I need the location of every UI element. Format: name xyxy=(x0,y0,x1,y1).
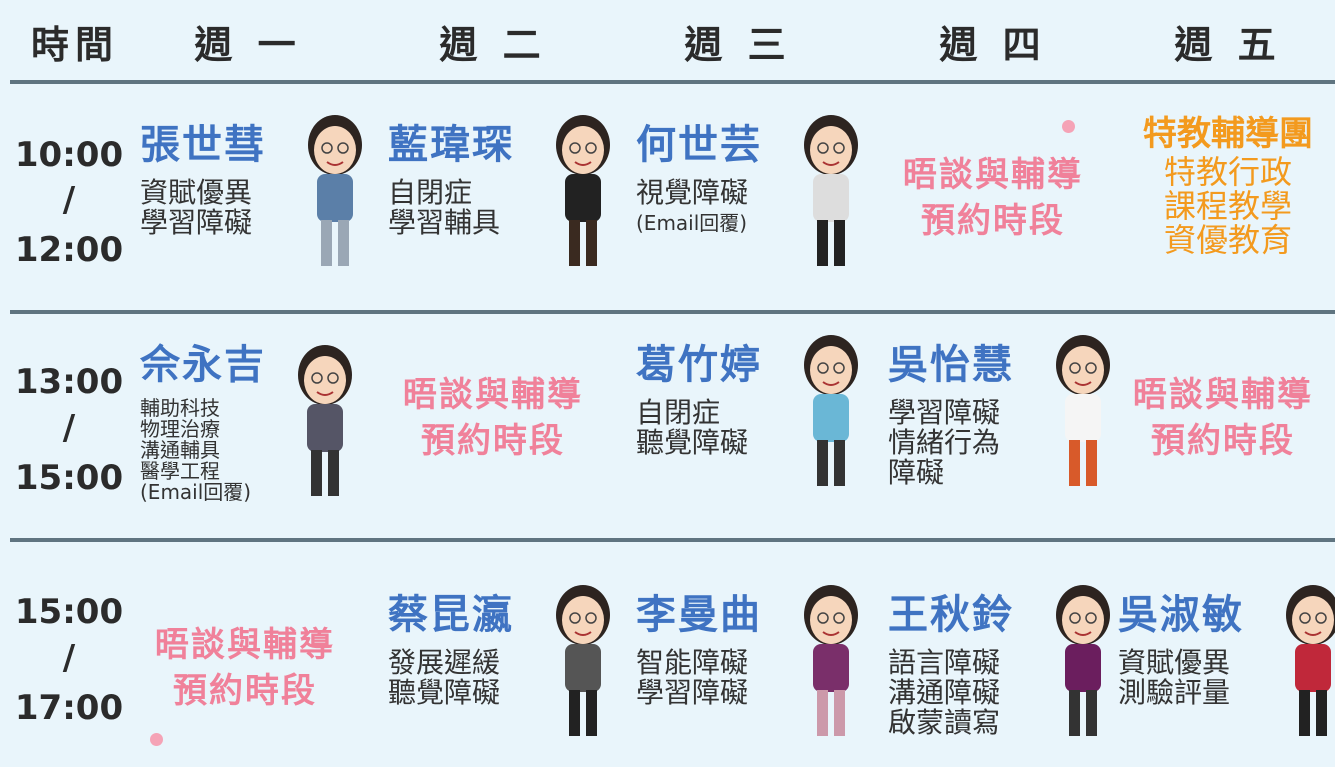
booking-slot: 晤談與輔導 預約時段 xyxy=(878,152,1108,244)
booking-slot: 晤談與輔導 預約時段 xyxy=(130,622,360,714)
teacher-name: 吳怡慧 xyxy=(888,342,1014,388)
teacher-name: 吳淑敏 xyxy=(1118,592,1244,638)
portrait xyxy=(556,115,610,266)
topic: 障礙 xyxy=(888,456,945,489)
portrait xyxy=(308,115,362,266)
topic: 資賦優異 xyxy=(1118,646,1231,679)
teacher-name: 王秋鈴 xyxy=(888,592,1014,638)
booking-text: 預約時段 xyxy=(173,671,317,711)
topic: 自閉症 xyxy=(636,396,721,429)
teacher-cell: 葛竹婷自閉症 聽覺障礙 xyxy=(636,332,762,458)
portrait xyxy=(298,345,352,496)
column-header: 週 三 xyxy=(684,23,792,67)
decor-dot xyxy=(150,733,163,746)
portrait xyxy=(1056,585,1110,736)
topic: 語言障礙 xyxy=(888,646,1001,679)
teacher-name: 何世芸 xyxy=(636,122,762,168)
portrait xyxy=(1286,585,1335,736)
topic: 學習障礙 xyxy=(636,676,749,709)
column-header: 週 四 xyxy=(939,23,1047,67)
portrait xyxy=(804,335,858,486)
topic: 學習輔具 xyxy=(388,206,501,239)
topic: 智能障礙 xyxy=(636,646,749,679)
booking-text: 預約時段 xyxy=(1151,421,1295,461)
time-label: 12:00 xyxy=(14,230,124,270)
teacher-name: 佘永吉 xyxy=(140,342,266,388)
topic: 溝通輔具 xyxy=(140,438,220,462)
portrait xyxy=(1056,335,1110,486)
divider xyxy=(10,310,1335,314)
time-label: / xyxy=(62,408,76,448)
time-label: 13:00 xyxy=(14,362,124,402)
topic: 資賦優異 xyxy=(140,176,253,209)
teacher-cell: 佘永吉輔助科技 物理治療 溝通輔具 醫學工程 (Email回覆) xyxy=(140,332,266,503)
booking-text: 晤談與輔導 xyxy=(903,155,1083,195)
teacher-name: 李曼曲 xyxy=(636,592,762,638)
booking-text: 預約時段 xyxy=(921,201,1065,241)
teacher-cell: 李曼曲智能障礙 學習障礙 xyxy=(636,582,762,708)
booking-slot: 晤談與輔導 預約時段 xyxy=(1108,372,1335,464)
group-cell: 特教輔導團 特教行政 課程教學 資優教育 xyxy=(1118,106,1335,257)
topic: 物理治療 xyxy=(140,417,220,441)
divider xyxy=(10,80,1335,84)
time-label: 10:00 xyxy=(14,135,124,175)
topic: (Email回覆) xyxy=(636,211,748,235)
topic: 發展遲緩 xyxy=(388,646,501,679)
topic: 啟蒙讀寫 xyxy=(888,706,1001,739)
booking-text: 晤談與輔導 xyxy=(403,375,583,415)
topic: 測驗評量 xyxy=(1118,676,1231,709)
teacher-name: 葛竹婷 xyxy=(636,342,762,388)
column-header: 週 一 xyxy=(194,23,302,67)
time-label: 15:00 xyxy=(14,592,124,632)
group-topic: 資優教育 xyxy=(1163,221,1292,259)
teacher-cell: 蔡昆瀛發展遲緩 聽覺障礙 xyxy=(388,582,514,708)
topic: (Email回覆) xyxy=(140,480,252,504)
topic: 自閉症 xyxy=(388,176,473,209)
group-title: 特教輔導團 xyxy=(1143,114,1313,154)
topic: 溝通障礙 xyxy=(888,676,1001,709)
topic: 情緒行為 xyxy=(888,426,1001,459)
time-label: / xyxy=(62,180,76,220)
portrait xyxy=(804,115,858,266)
column-header: 時間 xyxy=(30,23,120,67)
teacher-cell: 張世彗資賦優異 學習障礙 xyxy=(140,112,266,238)
teacher-cell: 王秋鈴語言障礙 溝通障礙 啟蒙讀寫 xyxy=(888,582,1014,738)
topic: 學習障礙 xyxy=(888,396,1001,429)
teacher-name: 蔡昆瀛 xyxy=(388,592,514,638)
divider xyxy=(10,538,1335,542)
group-topic: 特教行政 xyxy=(1163,153,1292,191)
booking-text: 晤談與輔導 xyxy=(155,625,335,665)
teacher-cell: 吳淑敏資賦優異 測驗評量 xyxy=(1118,582,1244,708)
time-label: / xyxy=(62,638,76,678)
portrait xyxy=(804,585,858,736)
column-header: 週 二 xyxy=(439,23,547,67)
topic: 聽覺障礙 xyxy=(636,426,749,459)
group-topic: 課程教學 xyxy=(1163,187,1292,225)
topic: 視覺障礙 xyxy=(636,176,749,209)
teacher-name: 張世彗 xyxy=(140,122,266,168)
teacher-name: 藍瑋琛 xyxy=(388,122,514,168)
decor-dot xyxy=(1062,120,1075,133)
topic: 輔助科技 xyxy=(140,396,220,420)
teacher-cell: 何世芸視覺障礙 (Email回覆) xyxy=(636,112,762,238)
topic: 醫學工程 xyxy=(140,459,220,483)
booking-slot: 晤談與輔導 預約時段 xyxy=(378,372,608,464)
time-label: 17:00 xyxy=(14,688,124,728)
column-header: 週 五 xyxy=(1174,23,1282,67)
topic: 聽覺障礙 xyxy=(388,676,501,709)
booking-text: 晤談與輔導 xyxy=(1133,375,1313,415)
time-label: 15:00 xyxy=(14,458,124,498)
topic: 學習障礙 xyxy=(140,206,253,239)
booking-text: 預約時段 xyxy=(421,421,565,461)
teacher-cell: 吳怡慧學習障礙 情緒行為 障礙 xyxy=(888,332,1014,488)
portrait xyxy=(556,585,610,736)
teacher-cell: 藍瑋琛自閉症 學習輔具 xyxy=(388,112,514,238)
